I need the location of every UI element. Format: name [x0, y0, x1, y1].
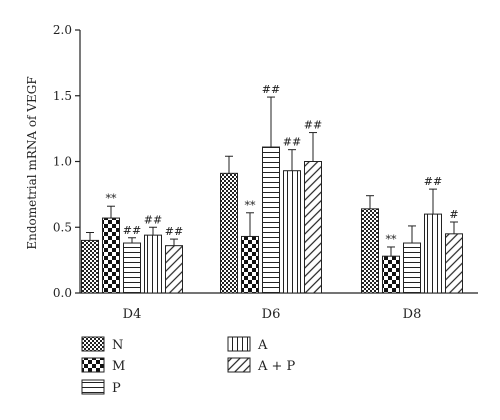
legend-label: A + P — [257, 359, 296, 374]
significance-label: ## — [144, 213, 162, 226]
y-tick-label: 1.5 — [53, 89, 72, 103]
bar-d4-m — [102, 217, 120, 294]
significance-label: ## — [262, 83, 280, 96]
legend: NMP A A + P — [81, 336, 296, 396]
legend-label: N — [112, 338, 123, 353]
legend-label: A — [257, 338, 268, 353]
bar-d6-ap — [304, 161, 322, 294]
legend-label: P — [112, 381, 121, 396]
significance-label: ## — [165, 225, 183, 238]
y-tick-label: 0.0 — [53, 286, 72, 300]
bar-d4-a — [144, 234, 162, 294]
significance-label: ** — [386, 233, 398, 246]
legend-swatch — [227, 336, 251, 352]
significance-label: ## — [123, 224, 141, 237]
significance-label: ** — [106, 192, 118, 205]
significance-label: # — [449, 208, 458, 221]
bar-d6-p — [262, 146, 280, 294]
bar-d8-a — [424, 213, 442, 294]
significance-label: ## — [283, 136, 301, 149]
y-axis-label: Endometrial mRNA of VEGF — [25, 76, 39, 249]
category-label: D8 — [403, 307, 422, 322]
bars-group: **######**######**### — [81, 83, 463, 294]
category-label: D6 — [262, 307, 281, 322]
bar-d4-p — [123, 242, 141, 294]
bar-d4-ap — [165, 245, 183, 294]
bar-d6-m — [241, 235, 259, 294]
significance-label: ## — [304, 119, 322, 132]
y-tick-label: 2.0 — [53, 23, 72, 37]
legend-swatch — [81, 357, 105, 373]
category-label: D4 — [123, 307, 142, 322]
legend-label: M — [112, 359, 125, 374]
y-tick-label: 0.5 — [53, 220, 72, 234]
bar-d8-p — [403, 242, 421, 294]
bar-d8-n — [361, 208, 379, 294]
bar-d6-a — [283, 170, 301, 294]
legend-swatch — [227, 357, 251, 373]
bar-d6-n — [220, 172, 238, 294]
category-labels: D4 D6 D8 — [123, 307, 422, 322]
significance-label: ** — [245, 199, 257, 212]
bar-d8-m — [382, 255, 400, 294]
y-tick-label: 1.0 — [53, 155, 72, 169]
bar-d8-ap — [445, 233, 463, 294]
legend-swatch — [81, 379, 105, 395]
significance-label: ## — [424, 175, 442, 188]
bar-d4-n — [81, 239, 99, 294]
legend-swatch — [81, 336, 105, 352]
